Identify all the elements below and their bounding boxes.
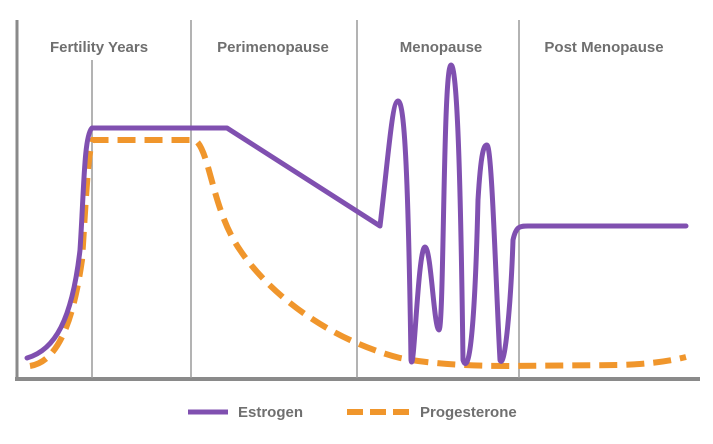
legend: Estrogen Progesterone: [188, 404, 517, 421]
legend-label-estrogen: Estrogen: [238, 404, 303, 421]
phase-label-postmenopause: Post Menopause: [544, 39, 663, 56]
legend-label-progesterone: Progesterone: [420, 404, 517, 421]
phase-label-fertility: Fertility Years: [50, 39, 148, 56]
phase-label-menopause: Menopause: [400, 39, 483, 56]
phase-label-perimenopause: Perimenopause: [217, 39, 329, 56]
series-line-progesterone: [29, 137, 687, 370]
series-line-estrogen: [24, 62, 689, 366]
